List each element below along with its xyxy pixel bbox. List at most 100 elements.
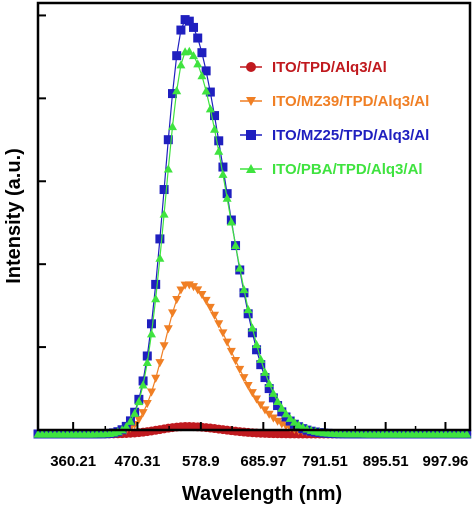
data-point [163, 164, 173, 173]
y-axis-title: Intensity (a.u.) [3, 148, 25, 284]
data-point [277, 407, 287, 417]
data-point [214, 146, 224, 155]
data-point [264, 384, 274, 394]
x-tick-label: 578.9 [182, 453, 220, 470]
series-layer [33, 15, 472, 439]
series-line-2 [38, 18, 467, 435]
data-point [289, 417, 299, 426]
legend-marker [246, 130, 256, 140]
data-point [189, 22, 199, 32]
legend-marker [246, 97, 256, 106]
data-point [193, 286, 203, 295]
data-point [138, 380, 148, 389]
data-point [184, 46, 194, 55]
data-point [151, 294, 161, 303]
data-point [176, 25, 186, 35]
data-point [146, 388, 156, 397]
data-point [176, 286, 186, 295]
data-point [210, 311, 220, 320]
data-point [130, 408, 140, 417]
data-point [273, 396, 283, 405]
data-point [205, 104, 215, 113]
data-point [273, 417, 283, 426]
legend-label: ITO/MZ39/TPD/Alq3/Al [272, 93, 429, 110]
ticks-layer: 360.21 470.31 578.9 685.97 791.51 895.51 997.9… [38, 14, 468, 470]
data-point [142, 400, 152, 409]
data-point [222, 338, 232, 347]
data-point [247, 389, 257, 398]
data-point [218, 169, 228, 178]
data-point [231, 357, 241, 366]
data-point [125, 416, 135, 425]
data-point [168, 122, 178, 131]
data-point [268, 393, 278, 403]
series-2 [33, 15, 472, 439]
data-point [205, 303, 215, 312]
legend-marker [246, 62, 256, 72]
data-point [243, 305, 253, 314]
data-point [260, 406, 270, 415]
x-tick-label: 895.51 [363, 453, 409, 470]
data-point [226, 347, 236, 356]
data-point [256, 401, 266, 410]
data-point [172, 296, 182, 305]
data-point [168, 89, 178, 99]
data-point [218, 329, 228, 338]
data-point [235, 263, 245, 272]
data-point [226, 217, 236, 226]
x-tick-label: 791.51 [302, 453, 348, 470]
data-point [172, 86, 182, 95]
data-point [273, 401, 283, 411]
data-point [184, 16, 194, 26]
data-point [247, 323, 257, 332]
data-point [243, 309, 253, 319]
data-point [268, 388, 278, 397]
data-point [146, 329, 156, 338]
data-point [121, 422, 131, 431]
data-point [159, 342, 169, 351]
data-point [163, 135, 173, 145]
data-point [210, 124, 220, 133]
data-point [462, 429, 472, 438]
data-point [159, 185, 169, 195]
data-point [142, 357, 152, 367]
data-point [193, 59, 203, 68]
data-point [260, 373, 270, 383]
data-point [159, 209, 169, 218]
x-tick-label: 360.21 [50, 453, 96, 470]
data-point [155, 253, 165, 262]
data-point [151, 279, 161, 289]
legend: ITO/TPD/Alq3/Al ITO/MZ39/TPD/Alq3/Al ITO/M… [240, 59, 429, 178]
data-point [205, 87, 215, 97]
data-point [163, 325, 173, 334]
data-point [197, 290, 207, 300]
data-point [134, 396, 144, 406]
data-point [172, 51, 182, 61]
data-point [168, 309, 178, 318]
data-point [260, 367, 270, 376]
data-point [201, 86, 211, 95]
data-point [285, 413, 295, 422]
data-point [268, 414, 278, 423]
data-point [193, 33, 203, 43]
data-point [155, 359, 165, 368]
data-point [277, 420, 287, 429]
data-point [142, 351, 152, 361]
data-point [252, 345, 262, 355]
data-point [189, 51, 199, 60]
data-point [222, 193, 232, 202]
data-point [239, 374, 249, 383]
data-point [231, 240, 241, 250]
data-point [235, 365, 245, 374]
plot-frame [36, 1, 472, 432]
data-point [239, 285, 249, 294]
data-point [256, 360, 266, 370]
data-point [151, 374, 161, 383]
data-point [281, 409, 291, 418]
data-point [214, 136, 224, 146]
legend-label: ITO/MZ25/TPD/Alq3/Al [272, 127, 429, 144]
x-tick-label: 685.97 [240, 453, 286, 470]
data-point [243, 381, 253, 391]
data-point [155, 234, 165, 244]
